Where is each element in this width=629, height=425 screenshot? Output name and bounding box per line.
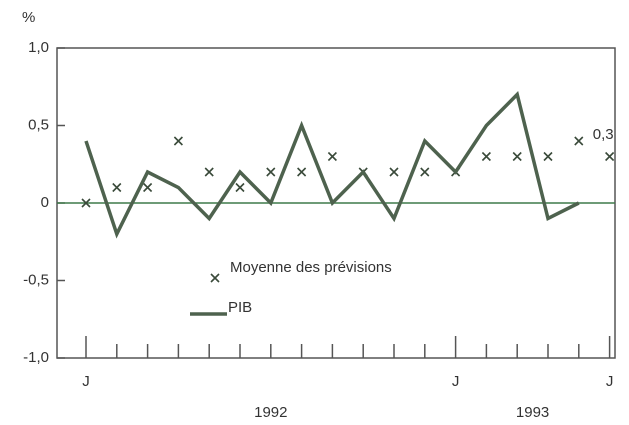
line: [84, 91, 580, 239]
cross-marker: [605, 151, 615, 162]
cross-marker: [420, 167, 430, 177]
y-unit: %: [22, 9, 35, 26]
cross-marker: [143, 182, 153, 193]
y-tick-label: 0: [41, 194, 49, 211]
cross-marker: [266, 167, 276, 177]
cross-marker: [204, 167, 214, 177]
cross-marker: [112, 182, 122, 193]
cross-marker: [512, 151, 522, 162]
y-tick-label: -1,0: [23, 349, 49, 366]
cross-marker: [574, 136, 584, 146]
cross-marker: [389, 167, 399, 177]
cross-marker: [297, 167, 307, 177]
y-tick-label: 0,5: [28, 116, 49, 133]
cross-marker: [81, 198, 91, 208]
y-tick-label: -0,5: [23, 271, 49, 288]
cross-marker: [327, 151, 337, 162]
x-tick-label: J: [606, 373, 614, 390]
cross-marker: [481, 151, 491, 162]
legend-marker: [210, 273, 220, 283]
annotation: 0,3: [593, 126, 614, 143]
legend-label: PIB: [228, 299, 252, 316]
x-tick-label: J: [82, 373, 90, 390]
year-label: 1993: [516, 404, 549, 421]
cross-marker: [235, 182, 245, 193]
year-label: 1992: [254, 404, 287, 421]
cross-marker: [173, 136, 183, 146]
legend-label: Moyenne des prévisions: [230, 259, 392, 276]
x-tick-label: J: [452, 373, 460, 390]
cross-marker: [543, 151, 553, 162]
y-tick-label: 1,0: [28, 39, 49, 56]
